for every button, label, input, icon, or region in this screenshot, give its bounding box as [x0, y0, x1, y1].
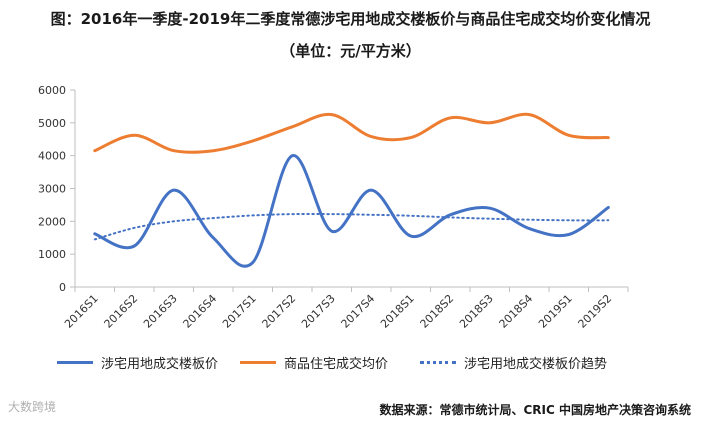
y-tick-label: 3000	[38, 183, 66, 196]
chart-title: 图：2016年一季度-2019年二季度常德涉宅用地成交楼板价与商品住宅成交均价变…	[50, 10, 651, 28]
y-tick-label: 0	[59, 281, 66, 294]
x-tick-label: 2016S2	[101, 292, 140, 331]
x-tick-label: 2019S2	[575, 292, 614, 331]
x-tick-label: 2017S4	[338, 292, 377, 331]
x-tick-label: 2018S4	[496, 292, 535, 331]
data-source: 数据来源：常德市统计局、CRIC 中国房地产决策咨询系统	[379, 403, 692, 417]
x-axis-ticks: 2016S1 2016S2 2016S3 2016S4 2017S1 2017S2 2017…	[62, 287, 629, 331]
y-tick-label: 4000	[38, 150, 66, 163]
x-tick-label: 2018S1	[378, 292, 417, 331]
legend-label-land-price: 涉宅用地成交楼板价	[101, 357, 219, 372]
legend-item-housing-price: 商品住宅成交均价	[240, 353, 388, 372]
series-line-land-trend	[93, 212, 610, 241]
chart-axes	[74, 90, 628, 288]
series-lines	[93, 112, 610, 268]
series-line-land-price	[93, 154, 610, 268]
chart-subtitle-unit: （单位：元/平方米）	[280, 42, 421, 60]
legend-item-land-price: 涉宅用地成交楼板价	[57, 353, 218, 372]
legend-swatch-housing-price	[240, 361, 276, 364]
series-line-housing-price	[93, 112, 610, 154]
x-tick-label: 2017S3	[299, 292, 338, 331]
x-tick-label: 2018S2	[417, 292, 456, 331]
legend-swatch-land-trend	[420, 361, 456, 364]
y-tick-label: 6000	[38, 84, 66, 97]
legend: 涉宅用地成交楼板价 商品住宅成交均价 涉宅用地成交楼板价趋势	[0, 353, 701, 373]
x-tick-label: 2017S1	[220, 292, 259, 331]
legend-swatch-land-price	[57, 361, 93, 364]
x-tick-label: 2016S3	[141, 292, 180, 331]
x-tick-label: 2019S1	[536, 292, 575, 331]
y-tick-label: 2000	[38, 215, 66, 228]
y-tick-label: 1000	[38, 248, 66, 261]
legend-item-land-trend: 涉宅用地成交楼板价趋势	[420, 353, 607, 372]
y-tick-label: 5000	[38, 117, 66, 130]
x-tick-label: 2016S4	[180, 292, 219, 331]
x-tick-label: 2016S1	[62, 292, 101, 331]
watermark-text: 大数跨境	[8, 400, 57, 414]
y-axis-ticks: 0 1000 2000 3000 4000 5000 6000	[38, 84, 75, 294]
x-tick-label: 2018S3	[457, 292, 496, 331]
legend-label-housing-price: 商品住宅成交均价	[284, 357, 389, 372]
legend-label-land-trend: 涉宅用地成交楼板价趋势	[464, 357, 608, 372]
x-tick-label: 2017S2	[259, 292, 298, 331]
